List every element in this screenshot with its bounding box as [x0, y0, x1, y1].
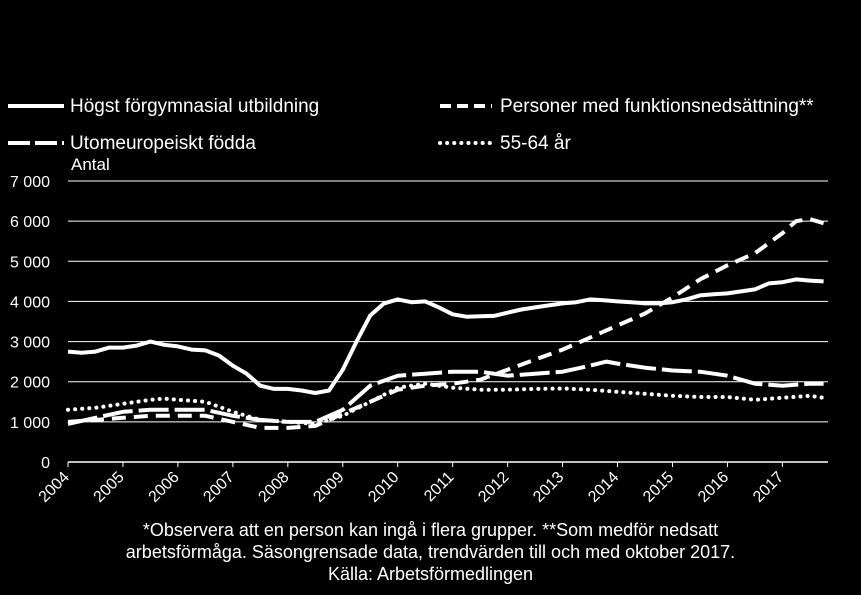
x-tick-label: 2015	[640, 469, 677, 506]
x-tick-label: 2007	[200, 469, 237, 506]
x-tick-label: 2011	[421, 469, 457, 505]
x-tick-label: 2006	[146, 469, 183, 506]
y-axis-label: Antal	[71, 155, 110, 174]
x-axis	[67, 461, 828, 467]
x-tick-label: 2004	[36, 469, 73, 506]
legend-label-3: Utomeuropeiskt födda	[70, 133, 256, 154]
legend-item-4: 55-64 år	[438, 133, 571, 154]
footnote-line-3: Källa: Arbetsförmedlingen	[327, 564, 534, 584]
legend-label-2: Personer med funktionsnedsättning**	[500, 96, 814, 117]
legend-item-1: Högst förgymnasial utbildning	[8, 96, 319, 117]
series-line-2	[67, 217, 825, 430]
legend-item-2: Personer med funktionsnedsättning**	[440, 96, 814, 117]
legend-label-4: 55-64 år	[500, 133, 571, 154]
x-tick-label: 2009	[310, 469, 347, 506]
legend-label-1: Högst förgymnasial utbildning	[70, 96, 319, 117]
series-line-4	[66, 381, 826, 426]
footnote: *Observera att en person kan ingå i fler…	[0, 519, 861, 585]
x-tick-label: 2012	[475, 469, 512, 506]
series-line-3	[67, 359, 824, 426]
y-tick-label: 6 000	[10, 214, 50, 231]
x-tick-label: 2008	[255, 469, 292, 506]
x-tick-label: 2013	[530, 469, 567, 506]
footnote-line-2: arbetsförmåga. Säsongrensade data, trend…	[125, 542, 736, 562]
legend: Högst förgymnasial utbildning Personer m…	[8, 96, 814, 154]
y-tick-label: 2 000	[10, 375, 50, 392]
series-lines	[66, 217, 826, 430]
gridlines	[68, 180, 828, 423]
y-tick-label: 0	[41, 455, 50, 472]
y-tick-labels: 0 1 000 2 000 3 000 4 000 5 000 6 000 7 000	[10, 174, 50, 472]
footnote-line-1: *Observera att en person kan ingå i fler…	[142, 520, 719, 540]
x-tick-label: 2005	[91, 469, 128, 506]
x-tick-labels: 2004 2005 2006 2007 2008 2009 2010 2011 2012 2013…	[36, 469, 788, 506]
x-tick-label: 2017	[750, 469, 787, 506]
y-tick-label: 5 000	[10, 254, 50, 271]
x-tick-label: 2014	[585, 469, 622, 506]
y-tick-label: 3 000	[10, 335, 50, 352]
x-tick-label: 2010	[365, 469, 402, 506]
x-tick-label: 2016	[695, 469, 732, 506]
series-line-1	[67, 277, 824, 395]
y-tick-label: 4 000	[10, 294, 50, 311]
y-tick-label: 7 000	[10, 174, 50, 191]
y-tick-label: 1 000	[10, 415, 50, 432]
legend-item-3: Utomeuropeiskt födda	[8, 133, 256, 154]
